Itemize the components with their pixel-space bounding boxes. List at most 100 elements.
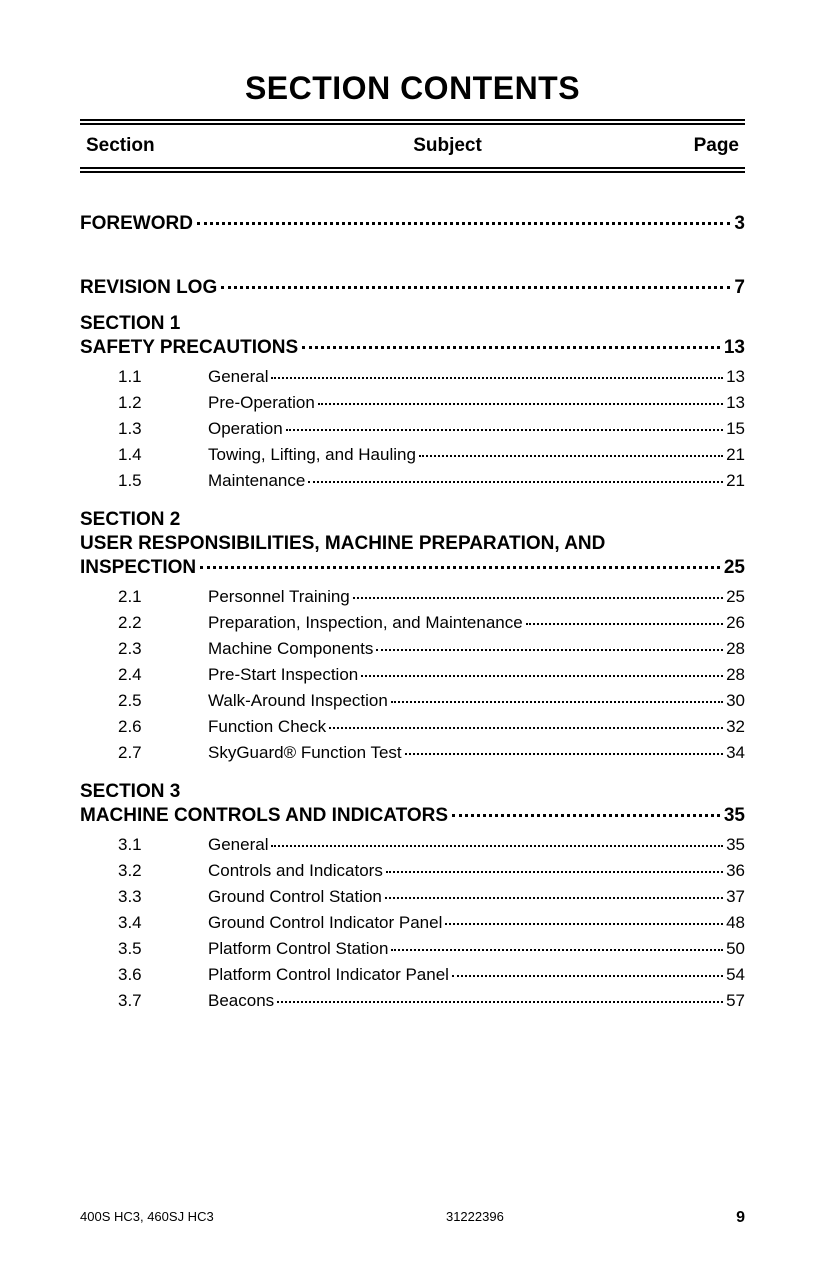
leader-dots [329,727,723,729]
sub-entry-label: Maintenance [208,471,305,491]
sub-entry-page: 28 [726,665,745,685]
leader-dots [308,481,723,483]
leader-dots [221,286,730,289]
sub-entry-number: 1.5 [118,471,208,491]
sub-entry-number: 3.4 [118,913,208,933]
section-2-label: SECTION 2 [80,509,745,531]
leader-dots [452,975,723,977]
leader-dots [277,1001,723,1003]
sub-entry-label: Platform Control Station [208,939,388,959]
section-3-title: MACHINE CONTROLS AND INDICATORS [80,805,448,827]
toc-sub-entry: 3.2Controls and Indicators36 [80,861,745,881]
sub-entry-label: Operation [208,419,283,439]
sub-entry-number: 3.1 [118,835,208,855]
leader-dots [286,429,723,431]
toc-sub-entry: 3.4Ground Control Indicator Panel48 [80,913,745,933]
sub-entry-number: 1.3 [118,419,208,439]
toc-sub-entry: 2.3Machine Components28 [80,639,745,659]
sub-entry-number: 1.4 [118,445,208,465]
toc-entry-revision-log: REVISION LOG 7 [80,277,745,299]
toc-sub-entry: 2.6Function Check32 [80,717,745,737]
sub-entry-number: 2.6 [118,717,208,737]
sub-entry-label: Walk-Around Inspection [208,691,388,711]
sub-entry-number: 2.4 [118,665,208,685]
leader-dots [391,949,723,951]
leader-dots [526,623,723,625]
sub-entry-page: 50 [726,939,745,959]
section-3-title-row: MACHINE CONTROLS AND INDICATORS 35 [80,805,745,827]
toc-sub-entry: 3.5Platform Control Station50 [80,939,745,959]
sub-entry-number: 3.6 [118,965,208,985]
sub-entry-number: 2.1 [118,587,208,607]
section-3-label: SECTION 3 [80,781,745,803]
toc-sub-entry: 3.1General35 [80,835,745,855]
sub-entry-page: 28 [726,639,745,659]
leader-dots [302,346,720,349]
sub-entry-number: 2.2 [118,613,208,633]
section-1-title: SAFETY PRECAUTIONS [80,337,298,359]
leader-dots [386,871,723,873]
toc-page: 7 [734,277,745,299]
sub-entry-label: SkyGuard® Function Test [208,743,402,763]
leader-dots [419,455,723,457]
section-3-block: SECTION 3 MACHINE CONTROLS AND INDICATOR… [80,781,745,1011]
page-footer: 400S HC3, 460SJ HC3 31222396 9 [80,1209,745,1227]
sub-entry-number: 2.7 [118,743,208,763]
section-1-title-row: SAFETY PRECAUTIONS 13 [80,337,745,359]
section-2-page: 25 [724,557,745,579]
sub-entry-label: Ground Control Station [208,887,382,907]
section-2-title-row: INSPECTION 25 [80,557,745,579]
sub-entry-label: Controls and Indicators [208,861,383,881]
leader-dots [200,566,720,569]
sub-entry-page: 13 [726,367,745,387]
sub-entry-page: 21 [726,445,745,465]
sub-entry-page: 13 [726,393,745,413]
sub-entry-number: 2.5 [118,691,208,711]
sub-entry-label: Pre-Operation [208,393,315,413]
sub-entry-number: 3.7 [118,991,208,1011]
section-3-items: 3.1General35 3.2Controls and Indicators36… [80,835,745,1011]
header-section: Section [86,135,236,157]
leader-dots [385,897,723,899]
rule-top [80,119,745,125]
leader-dots [197,222,730,225]
toc-sub-entry: 2.1Personnel Training25 [80,587,745,607]
sub-entry-page: 15 [726,419,745,439]
sub-entry-label: General [208,367,268,387]
toc-sub-entry: 3.3Ground Control Station37 [80,887,745,907]
leader-dots [361,675,723,677]
toc-page: 3 [734,213,745,235]
sub-entry-label: Platform Control Indicator Panel [208,965,449,985]
header-page: Page [659,135,739,157]
sub-entry-label: Personnel Training [208,587,350,607]
sub-entry-label: Towing, Lifting, and Hauling [208,445,416,465]
sub-entry-label: General [208,835,268,855]
leader-dots [271,377,723,379]
sub-entry-page: 32 [726,717,745,737]
sub-entry-number: 1.1 [118,367,208,387]
toc-sub-entry: 1.5Maintenance21 [80,471,745,491]
sub-entry-label: Ground Control Indicator Panel [208,913,442,933]
sub-entry-label: Beacons [208,991,274,1011]
toc-sub-entry: 2.5Walk-Around Inspection 30 [80,691,745,711]
sub-entry-page: 54 [726,965,745,985]
sub-entry-label: Preparation, Inspection, and Maintenance [208,613,523,633]
toc-sub-entry: 2.4Pre-Start Inspection 28 [80,665,745,685]
leader-dots [376,649,723,651]
toc-label: FOREWORD [80,213,193,235]
toc-entry-foreword: FOREWORD 3 [80,213,745,235]
sub-entry-page: 34 [726,743,745,763]
leader-dots [445,923,723,925]
sub-entry-page: 30 [726,691,745,711]
sub-entry-label: Pre-Start Inspection [208,665,358,685]
sub-entry-page: 57 [726,991,745,1011]
sub-entry-page: 26 [726,613,745,633]
section-2-block: SECTION 2 USER RESPONSIBILITIES, MACHINE… [80,509,745,763]
section-2-title-line2: INSPECTION [80,557,196,579]
section-2-title-line1: USER RESPONSIBILITIES, MACHINE PREPARATI… [80,533,745,555]
toc-sub-entry: 1.3Operation 15 [80,419,745,439]
leader-dots [271,845,723,847]
toc-sub-entry: 2.7SkyGuard® Function Test 34 [80,743,745,763]
column-headers: Section Subject Page [80,135,745,167]
section-3-page: 35 [724,805,745,827]
